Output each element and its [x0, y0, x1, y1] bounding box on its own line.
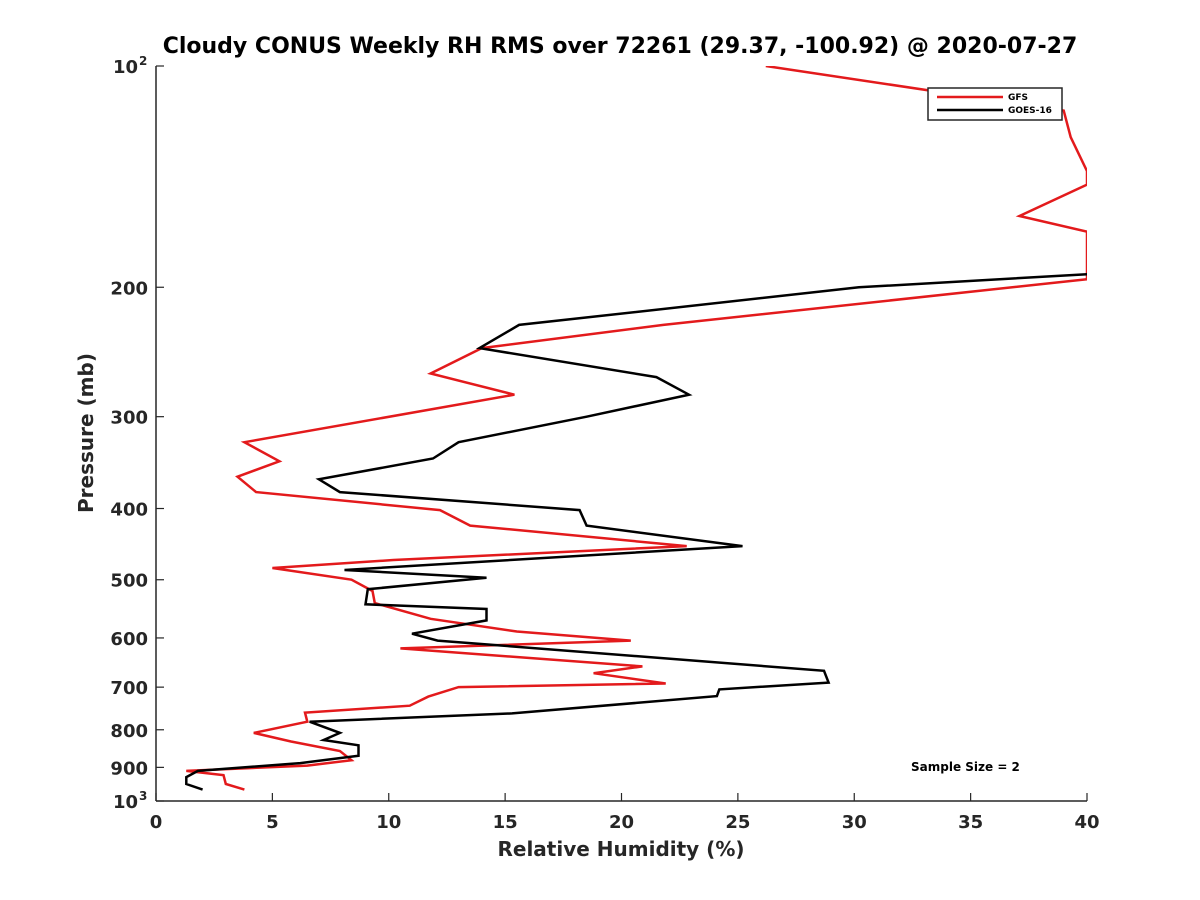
- x-tick-label: 40: [1074, 812, 1099, 833]
- x-axis-label: Relative Humidity (%): [497, 837, 744, 861]
- y-tick-label: 200: [110, 278, 148, 299]
- sample-size-annotation: Sample Size = 2: [911, 760, 1020, 774]
- x-axis-ticks: 0 5 10 15 20 25 30 35 40: [150, 793, 1100, 833]
- legend-label-goes-16: GOES-16: [1008, 106, 1052, 116]
- y-tick-label: 800: [110, 721, 148, 742]
- y-tick-label: 300: [110, 408, 148, 429]
- legend-box: [927, 87, 1063, 121]
- chart-title: Cloudy CONUS Weekly RH RMS over 72261 (2…: [163, 34, 1078, 59]
- series-layer: [185, 66, 1087, 791]
- y-tick-label: 500: [110, 571, 148, 592]
- y-tick-label: 10: [113, 57, 138, 78]
- x-tick-label: 0: [150, 812, 163, 833]
- y-tick-label: 10: [113, 792, 138, 813]
- series-line-gfs: [186, 66, 1087, 791]
- x-tick-label: 5: [266, 812, 279, 833]
- y-axis-label: Pressure (mb): [74, 353, 98, 513]
- y-tick-label: 700: [110, 678, 148, 699]
- x-tick-label: 30: [842, 812, 867, 833]
- x-tick-label: 15: [493, 812, 518, 833]
- x-tick-label: 20: [609, 812, 634, 833]
- legend-label-gfs: GFS: [1008, 93, 1028, 103]
- series-line-goes-16: [185, 272, 1087, 791]
- x-tick-label: 25: [725, 812, 750, 833]
- y-tick-exponent: 3: [139, 789, 147, 803]
- y-tick-label: 900: [110, 758, 148, 779]
- legend: GFS GOES-16: [927, 87, 1063, 121]
- x-tick-label: 35: [958, 812, 983, 833]
- x-tick-label: 10: [376, 812, 401, 833]
- y-tick-label: 400: [110, 500, 148, 521]
- y-tick-exponent: 2: [139, 54, 147, 68]
- y-tick-label: 600: [110, 629, 148, 650]
